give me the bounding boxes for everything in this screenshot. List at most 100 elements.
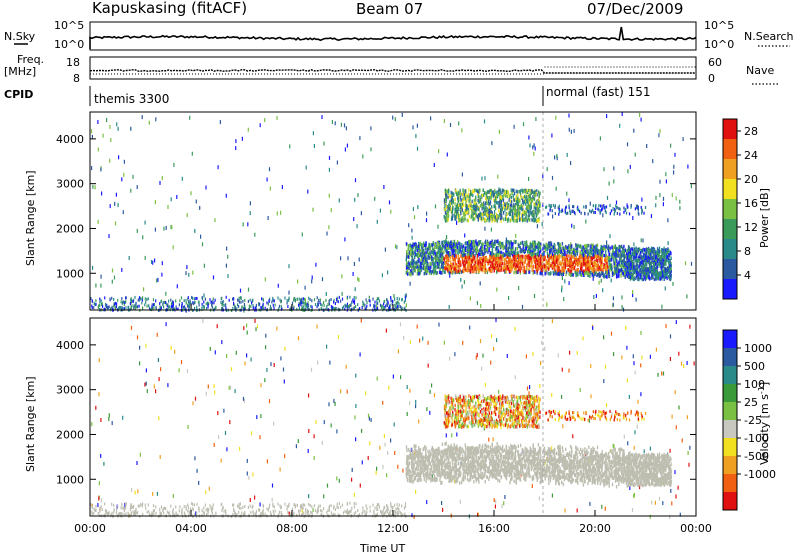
range-cell: [468, 210, 470, 214]
range-cell: [463, 197, 465, 202]
range-cell: [221, 296, 223, 300]
range-cell: [443, 198, 446, 202]
range-cell: [517, 260, 519, 265]
range-cell: [504, 208, 506, 212]
range-cell: [538, 257, 541, 261]
range-cell: [352, 272, 354, 276]
range-cell: [298, 297, 300, 301]
range-cell: [194, 306, 196, 310]
range-cell: [612, 250, 614, 254]
range-cell: [419, 271, 421, 275]
range-cell: [446, 250, 448, 255]
range-cell: [461, 284, 463, 289]
range-cell: [517, 214, 519, 218]
range-cell: [313, 144, 315, 148]
range-cell: [501, 213, 503, 217]
range-cell: [562, 247, 565, 251]
range-cell: [603, 263, 605, 267]
range-cell: [511, 214, 513, 219]
range-cell: [665, 179, 667, 184]
range-cell: [507, 246, 510, 251]
range-cell: [466, 260, 468, 264]
range-cell: [496, 256, 498, 261]
range-cell: [499, 199, 501, 203]
range-cell: [505, 266, 508, 271]
nave-tick-bottom: 0: [708, 72, 715, 85]
range-cell: [615, 200, 618, 205]
range-cell: [479, 281, 481, 286]
range-cell: [193, 301, 195, 305]
range-cell: [525, 246, 527, 251]
range-cell: [491, 243, 493, 247]
range-cell: [478, 200, 480, 204]
range-cell: [475, 248, 477, 252]
range-cell: [398, 297, 400, 301]
range-cell: [423, 251, 425, 255]
range-cell: [167, 205, 169, 209]
range-cell: [543, 257, 545, 261]
range-cell: [144, 297, 146, 301]
range-cell: [518, 267, 520, 271]
range-cell: [439, 250, 441, 254]
range-cell: [673, 170, 675, 175]
range-cell: [637, 269, 639, 274]
range-cell: [130, 300, 132, 304]
range-cell: [141, 298, 143, 302]
range-cell: [100, 299, 102, 303]
range-cell: [405, 257, 407, 262]
range-cell: [622, 246, 624, 251]
range-cell: [606, 275, 608, 279]
range-cell: [345, 126, 347, 131]
range-cell: [449, 200, 451, 204]
range-cell: [262, 302, 264, 306]
range-cell: [595, 294, 597, 298]
range-cell: [495, 215, 497, 219]
range-cell: [639, 247, 641, 251]
range-cell: [444, 219, 447, 223]
range-cell: [607, 271, 610, 276]
range-cell: [593, 263, 595, 268]
range-cell: [608, 256, 610, 260]
range-cell: [443, 250, 445, 254]
range-cell: [434, 261, 436, 266]
range-cell: [501, 204, 503, 209]
range-cell: [472, 256, 474, 260]
range-cell: [503, 188, 505, 193]
range-cell: [418, 272, 420, 276]
range-cell: [172, 304, 174, 308]
range-cell: [574, 257, 576, 262]
range-cell: [573, 129, 575, 133]
range-cell: [481, 244, 483, 248]
range-cell: [532, 145, 534, 150]
range-cell: [479, 268, 481, 273]
range-cell: [510, 269, 512, 273]
range-cell: [620, 258, 622, 263]
range-cell: [394, 303, 396, 307]
range-cell: [146, 304, 148, 308]
range-cell: [603, 247, 605, 251]
range-cell: [507, 217, 510, 221]
range-cell: [154, 258, 156, 263]
range-cell: [357, 193, 359, 198]
range-cell: [101, 302, 103, 306]
range-cell: [690, 261, 693, 266]
range-cell: [589, 260, 591, 264]
range-cell: [298, 303, 300, 307]
range-cell: [536, 206, 539, 210]
range-cell: [381, 304, 383, 308]
range-cell: [626, 262, 628, 266]
range-cell: [450, 266, 453, 270]
range-cell: [233, 301, 235, 305]
range-cell: [442, 245, 444, 250]
range-cell: [449, 251, 451, 255]
range-cell: [426, 247, 429, 252]
range-cell: [600, 278, 602, 283]
range-cell: [500, 266, 503, 270]
range-cell: [420, 261, 422, 266]
range-cell: [476, 261, 479, 266]
range-cell: [346, 305, 349, 308]
range-cell: [144, 255, 146, 260]
range-cell: [639, 259, 641, 263]
range-cell: [509, 212, 512, 217]
range-cell: [611, 245, 613, 250]
